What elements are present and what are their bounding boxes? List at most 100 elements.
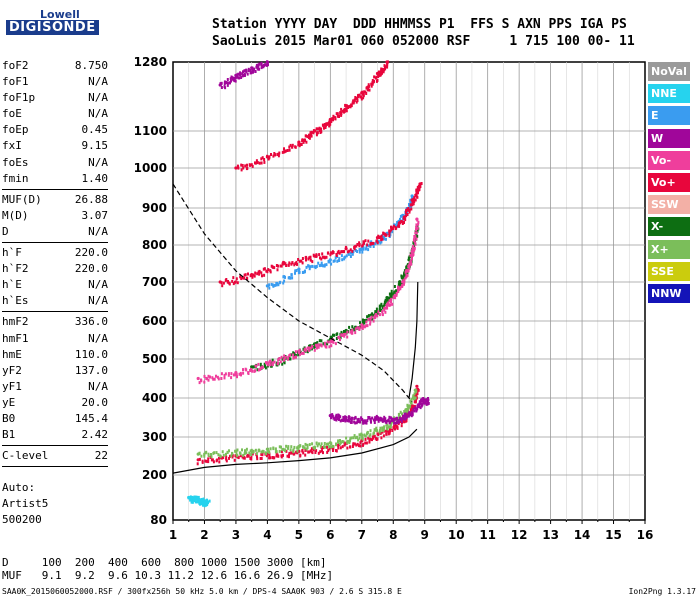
echo-point [397,283,400,287]
echo-point [296,449,299,453]
param-row: foF1p N/A [2,90,108,106]
echo-point [262,65,265,69]
echo-point [313,345,316,349]
echo-point [267,362,270,366]
echo-point [414,198,417,202]
echo-sample [196,452,200,456]
echo-point [336,259,339,263]
echo-point [198,451,201,455]
echo-point [411,246,414,250]
echo-point [409,407,412,411]
echo-point [389,429,391,433]
echo-point [368,439,371,443]
echo-point [243,276,246,280]
echo-point [384,310,387,314]
echo-point [412,198,415,202]
echo-point [285,149,287,153]
echo-point [345,331,348,335]
echo-point [419,402,422,406]
echo-point [261,453,264,457]
echo-point [251,369,254,373]
echo-point [342,419,345,422]
echo-point [210,458,213,462]
echo-point [246,453,249,457]
echo-point [213,377,216,381]
echo-sample [407,412,411,416]
echo-sample [415,384,419,388]
echo-point [405,416,408,420]
echo-point [353,442,356,446]
echo-point [203,454,206,458]
echo-point [404,419,407,423]
echo-point [260,452,263,456]
echo-point [382,69,385,73]
echo-point [295,450,298,454]
echo-point [386,426,388,430]
echo-point [260,61,263,65]
echo-point [405,410,408,414]
echo-point [282,275,285,279]
echo-point [380,238,383,242]
echo-point [266,270,269,274]
echo-point [274,450,277,454]
echo-point [397,285,399,289]
echo-point [414,394,417,398]
echo-point [300,351,303,355]
echo-point [196,462,199,466]
echo-point [365,92,368,95]
echo-point [426,402,429,406]
echo-point [416,407,419,411]
echo-point [203,374,206,378]
echo-point [365,421,368,425]
echo-point [289,448,292,452]
echo-sample [410,198,414,202]
echo-point [309,449,312,453]
echo-point [357,94,359,98]
x-tick-label: 5 [295,528,303,542]
echo-point [355,100,358,104]
digisonde-logo: Lowell DIGISONDE [2,6,122,46]
echo-point [344,415,347,419]
echo-point [323,445,326,449]
echo-point [389,425,392,429]
echo-point [315,254,318,258]
echo-point [337,114,339,118]
echo-point [249,163,252,167]
echo-point [393,421,396,425]
echo-point [407,409,409,412]
echo-point [342,418,345,422]
echo-point [371,438,373,442]
echo-point [382,418,385,422]
echo-point [378,313,381,317]
echo-point [309,344,312,348]
echo-point [242,166,245,170]
echo-point [281,448,284,452]
echo-point [239,71,242,75]
echo-point [406,409,409,412]
echo-point [291,145,294,149]
echo-point [416,229,419,233]
echo-point [362,421,365,425]
param-separator [2,445,108,447]
echo-point [320,127,322,131]
echo-point [409,413,412,417]
echo-point [255,452,258,456]
echo-point [197,498,200,502]
echo-point [410,410,413,414]
echo-point [415,390,418,394]
echo-point [338,418,340,421]
param-value: 22 [94,449,108,463]
echo-point [309,265,312,269]
echo-sample [415,224,419,229]
echo-point [293,354,296,358]
header-line1: Station YYYY DAY DDD HHMMSS P1 FFS S AXN… [212,17,627,32]
echo-point [375,307,378,311]
echo-point [269,363,272,367]
echo-point [364,247,367,251]
echo-point [292,449,295,453]
echo-point [263,63,266,67]
echo-point [418,185,421,189]
echo-point [379,73,382,77]
echo-point [277,361,280,365]
echo-point [402,216,405,220]
